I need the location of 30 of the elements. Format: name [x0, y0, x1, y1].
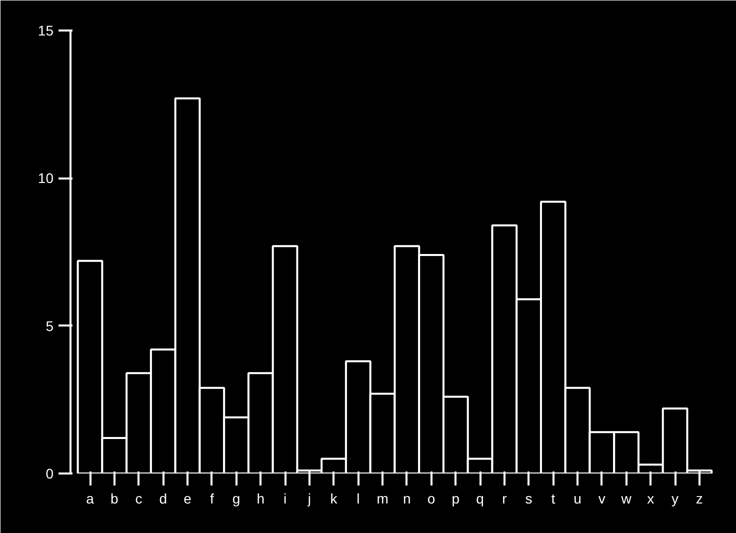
x-tick-label: k [330, 490, 338, 506]
x-tick-label: t [551, 490, 556, 506]
x-tick-label: m [376, 490, 388, 506]
x-tick-label: h [256, 490, 265, 506]
x-tick-label: w [620, 490, 632, 506]
x-tick-label: b [110, 490, 118, 506]
x-tick-label: d [159, 490, 168, 506]
x-tick-label: n [403, 490, 411, 506]
x-tick-label: x [647, 490, 654, 506]
y-tick-label: 0 [46, 466, 54, 482]
x-tick-label: v [598, 490, 606, 506]
x-tick-label: o [427, 490, 436, 506]
x-tick-label: e [184, 490, 192, 506]
x-tick-label: j [306, 490, 311, 506]
x-tick-label: z [696, 490, 703, 506]
y-tick-label: 15 [38, 22, 54, 38]
x-tick-label: q [476, 490, 484, 506]
y-tick-label: 5 [46, 318, 54, 334]
x-tick-label: y [672, 490, 679, 506]
x-tick-label: a [86, 490, 94, 506]
x-tick-label: g [232, 490, 240, 506]
x-tick-label: f [210, 490, 214, 506]
x-tick-label: r [502, 490, 508, 506]
x-tick-label: s [525, 490, 532, 506]
x-tick-label: p [452, 490, 460, 506]
x-tick-label: c [135, 490, 142, 506]
x-tick-label: l [356, 490, 360, 506]
x-tick-label: u [574, 490, 582, 506]
x-tick-label: i [283, 490, 287, 506]
y-tick-label: 10 [38, 170, 54, 186]
